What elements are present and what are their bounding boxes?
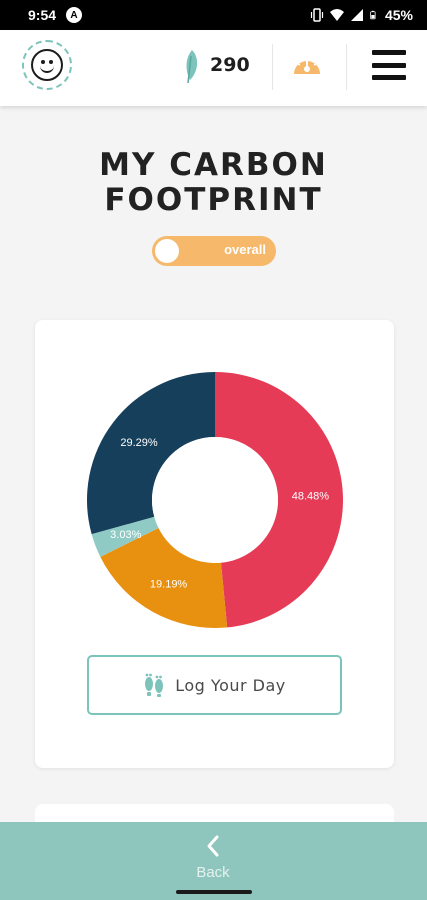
page-title: MY CARBON FOOTPRINT <box>0 148 427 218</box>
leaf-icon <box>186 50 198 84</box>
wifi-icon <box>329 9 344 21</box>
status-icons: 45% <box>310 7 413 23</box>
battery-icon <box>370 10 376 20</box>
back-label: Back <box>196 864 230 881</box>
donut-slice-label: 29.29% <box>120 437 158 449</box>
back-button[interactable]: Back <box>163 828 263 884</box>
footprints-icon <box>145 673 164 697</box>
donut-slice-label: 3.03% <box>110 529 141 541</box>
vibrate-icon <box>310 8 324 22</box>
donut-slice-label: 48.48% <box>292 490 330 502</box>
signal-icon <box>350 9 363 21</box>
hamburger-menu-icon[interactable] <box>372 50 406 80</box>
status-time: 9:54 <box>28 7 57 23</box>
header-divider <box>346 44 347 90</box>
log-your-day-label: Log Your Day <box>175 675 286 695</box>
app-notification-icon: A <box>66 7 83 23</box>
points-count: 290 <box>210 54 250 76</box>
header-divider <box>272 44 273 90</box>
status-bar: 9:54 A 45% <box>0 0 427 30</box>
footprint-card: 48.48% 19.19% 3.03% 29.29% Log Your Day <box>35 320 394 768</box>
smiley-icon <box>31 49 63 81</box>
donut-slice-label: 19.19% <box>150 578 188 590</box>
bottom-nav-bar: Back <box>0 822 427 900</box>
toggle-label: overall <box>224 242 266 257</box>
profile-avatar[interactable] <box>22 40 72 90</box>
gauge-icon[interactable] <box>292 52 322 78</box>
toggle-knob <box>155 239 179 263</box>
donut-slice <box>100 527 228 628</box>
donut-slice <box>87 372 215 535</box>
donut-slice <box>215 372 344 628</box>
footprint-donut-chart: 48.48% 19.19% 3.03% 29.29% <box>87 372 344 628</box>
battery-percent: 45% <box>384 7 413 23</box>
chevron-left-icon <box>207 835 219 857</box>
gesture-home-indicator <box>176 890 252 894</box>
overall-toggle[interactable]: overall <box>152 236 276 266</box>
page-title-line1: MY CARBON <box>99 147 328 183</box>
donut-slice <box>91 516 159 557</box>
log-your-day-button[interactable]: Log Your Day <box>87 655 342 715</box>
app-header: 290 <box>0 30 427 106</box>
page-title-line2: FOOTPRINT <box>104 182 323 218</box>
donut-hole <box>152 437 278 563</box>
